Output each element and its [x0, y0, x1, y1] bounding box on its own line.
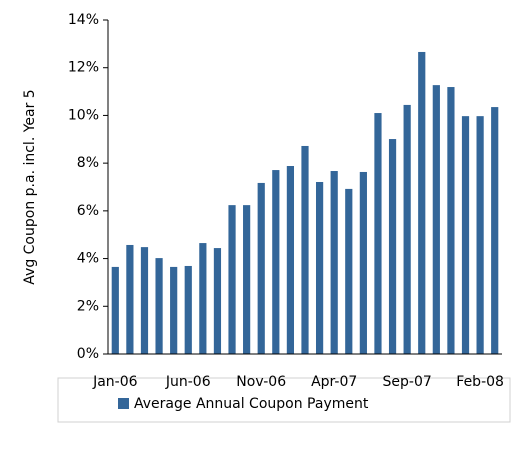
y-tick-label: 2%	[77, 298, 99, 314]
y-tick-label: 8%	[77, 155, 99, 171]
bar	[432, 85, 440, 354]
bar	[140, 247, 149, 354]
bar	[257, 182, 265, 354]
bar	[301, 145, 309, 354]
y-tick-label: 10%	[68, 107, 99, 123]
legend-label: Average Annual Coupon Payment	[134, 396, 369, 412]
bar	[286, 166, 295, 354]
bar	[243, 205, 251, 354]
bar	[111, 266, 119, 354]
bar	[330, 171, 338, 354]
x-tick-label: Feb-08	[456, 374, 504, 390]
bar	[213, 248, 222, 354]
bar	[461, 116, 470, 354]
bar	[315, 181, 324, 354]
bar	[476, 116, 484, 354]
bar	[272, 170, 280, 354]
bar	[418, 51, 426, 355]
bar	[170, 266, 178, 354]
bar	[491, 107, 499, 354]
y-axis-label: Avg Coupon p.a. incl. Year 5	[22, 89, 38, 284]
legend-box	[57, 377, 511, 423]
x-tick-label: Jan-06	[92, 374, 138, 390]
y-tick-label: 14%	[68, 12, 99, 28]
x-tick-label: Nov-06	[236, 374, 286, 390]
bar	[374, 113, 382, 355]
y-tick-label: 0%	[77, 346, 99, 362]
bar	[403, 104, 411, 354]
y-tick-label: 4%	[77, 251, 99, 267]
bar	[388, 139, 397, 354]
x-tick-label: Sep-07	[383, 374, 432, 390]
legend-marker	[118, 398, 129, 409]
y-tick-label: 12%	[68, 60, 99, 76]
y-tick-label: 6%	[77, 203, 99, 219]
bar	[126, 244, 134, 354]
bar	[447, 87, 455, 354]
bar	[199, 243, 207, 354]
bar	[184, 265, 192, 354]
bar	[228, 205, 236, 354]
x-tick-label: Jun-06	[165, 374, 211, 390]
bar	[155, 258, 163, 354]
bar	[345, 188, 353, 354]
x-tick-label: Apr-07	[311, 374, 357, 390]
bar	[359, 171, 367, 354]
